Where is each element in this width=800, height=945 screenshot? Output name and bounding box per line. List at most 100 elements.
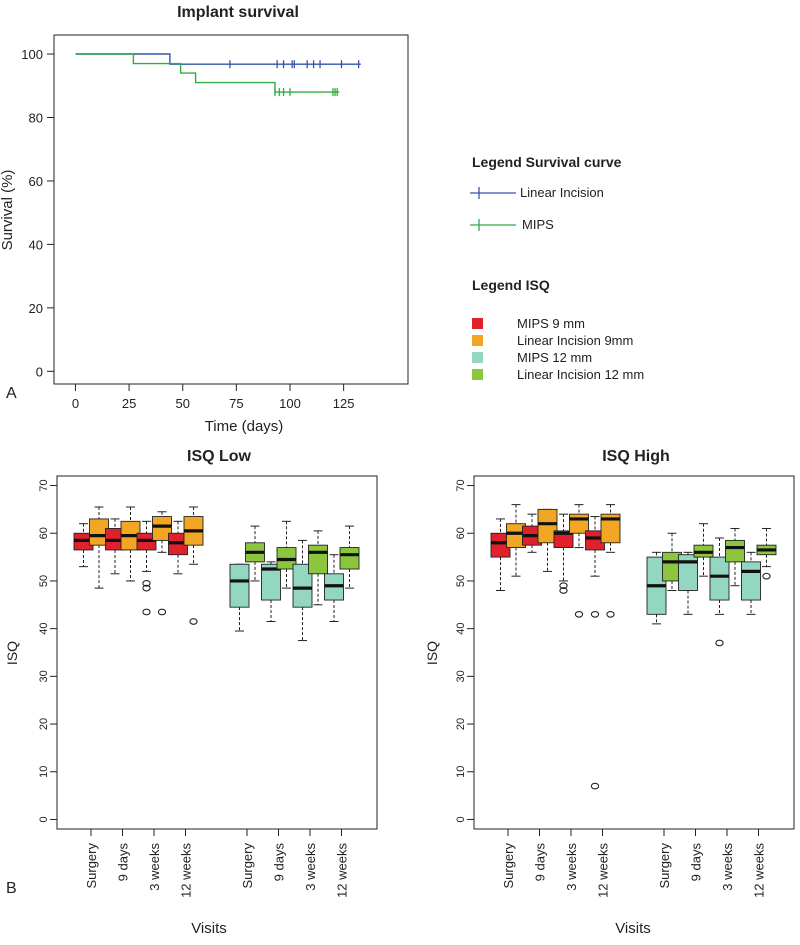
legend-isq-title: Legend ISQ xyxy=(472,277,550,293)
box-body xyxy=(709,556,730,601)
isq-high-y-tick-label: 60 xyxy=(455,527,467,539)
isq-low-x-tick-label: 12 weeks xyxy=(335,843,350,898)
isq-low-box-mips12 xyxy=(324,554,344,622)
legend-mips12-label: MIPS 12 mm xyxy=(517,350,592,365)
isq-low-box-lin12 xyxy=(308,530,328,606)
legend-lin12-swatch xyxy=(472,369,483,380)
legend-mips12-swatch xyxy=(472,352,483,363)
isq-low-y-tick-label: 0 xyxy=(38,816,50,822)
isq-low-box-mips12 xyxy=(261,561,281,622)
isq-low-box-lin9 xyxy=(152,511,172,616)
isq-high-box-mips12 xyxy=(646,551,667,625)
isq-high-y-tick-label: 40 xyxy=(455,623,467,635)
isq-high-x-label: Visits xyxy=(615,920,651,937)
isq-high-y-tick-label: 30 xyxy=(455,670,467,682)
legend-lin9-swatch xyxy=(472,335,483,346)
isq-low-box-lin12 xyxy=(339,525,360,589)
isq-high-box-lin9 xyxy=(600,504,621,618)
panel-label-b: B xyxy=(6,880,17,897)
survival-x-tick-label: 75 xyxy=(229,396,243,411)
isq-low-y-tick-label: 70 xyxy=(38,479,50,491)
box-body xyxy=(339,547,360,570)
isq-low-box-lin12 xyxy=(276,520,297,589)
isq-high-x-tick-label: Surgery xyxy=(501,843,516,889)
box-outlier xyxy=(762,572,771,580)
survival-x-tick-label: 50 xyxy=(175,396,189,411)
isq-low-y-tick-label: 60 xyxy=(38,527,50,539)
legend-mips-label: MIPS xyxy=(522,217,554,232)
box-body xyxy=(741,561,761,601)
box-body xyxy=(308,544,328,575)
isq-low-y-tick-label: 40 xyxy=(38,623,50,635)
box-outlier xyxy=(559,582,568,590)
isq-low-boxes xyxy=(73,506,360,642)
isq-low-x-tick-label: Surgery xyxy=(240,843,255,889)
box-body xyxy=(152,516,172,541)
isq-high-title: ISQ High xyxy=(602,448,670,465)
isq-high-x-tick-label: 3 weeks xyxy=(720,843,735,891)
survival-title: Implant survival xyxy=(177,4,299,21)
legend-isq: Legend ISQ MIPS 9 mm Linear Incision 9mm… xyxy=(472,277,644,382)
survival-y-tick-label: 60 xyxy=(29,174,43,189)
isq-low-y-tick-label: 30 xyxy=(38,670,50,682)
isq-high-box-lin12 xyxy=(756,527,777,580)
survival-y-axis: 0 20 40 60 80 100 xyxy=(21,47,54,379)
isq-high-y-tick-label: 50 xyxy=(455,575,467,587)
legend-lin9-label: Linear Incision 9mm xyxy=(517,333,633,348)
box-body xyxy=(292,563,313,608)
isq-high-x-tick-label: 9 days xyxy=(689,843,704,882)
box-outlier xyxy=(189,618,198,625)
isq-low-x-label: Visits xyxy=(191,920,227,937)
isq-low-frame xyxy=(56,475,378,830)
mips-survival-line xyxy=(75,53,340,93)
survival-x-tick-label: 125 xyxy=(333,396,355,411)
isq-low-y-tick-label: 20 xyxy=(38,718,50,730)
isq-high-boxes xyxy=(490,504,777,790)
survival-x-tick-label: 25 xyxy=(122,396,136,411)
isq-high-y-tick-label: 10 xyxy=(455,766,467,778)
box-outlier xyxy=(590,782,600,790)
legend-survival: Legend Survival curve Linear Incision MI… xyxy=(470,154,622,232)
survival-panel: Implant survival 0 20 40 60 80 100 0 25 50 75 100… xyxy=(0,4,409,435)
survival-y-tick-label: 0 xyxy=(36,364,43,379)
isq-high-box-lin12 xyxy=(725,527,745,587)
survival-y-tick-label: 100 xyxy=(21,47,43,62)
isq-high-y-tick-label: 20 xyxy=(455,718,467,730)
box-body xyxy=(678,554,698,591)
isq-high-x-tick-label: Surgery xyxy=(657,843,672,889)
box-body xyxy=(600,513,621,544)
box-body xyxy=(569,513,589,534)
box-body xyxy=(553,530,574,549)
box-outlier xyxy=(715,639,724,647)
isq-low-box-lin12 xyxy=(245,525,265,582)
isq-high-x-tick-label: 9 days xyxy=(533,843,548,882)
box-body xyxy=(261,563,281,601)
panel-label-a: A xyxy=(6,385,17,402)
box-outlier xyxy=(590,610,600,618)
isq-high-y-tick-label: 70 xyxy=(455,479,467,491)
box-outlier xyxy=(142,608,151,616)
legend-linear-label: Linear Incision xyxy=(520,185,604,200)
isq-high-panel: ISQ High 0 10 20 30 40 50 60 70 Surgery 9 days 3 w… xyxy=(424,448,795,937)
isq-high-box-lin9 xyxy=(537,508,558,572)
isq-high-box-mips12 xyxy=(741,551,761,615)
isq-low-x-tick-label: 3 weeks xyxy=(147,843,162,891)
isq-high-box-mips12 xyxy=(678,551,698,615)
box-body xyxy=(229,563,250,608)
isq-high-y-tick-label: 0 xyxy=(455,816,467,822)
isq-high-box-lin9 xyxy=(569,504,589,618)
isq-low-box-mips12 xyxy=(229,563,250,632)
isq-high-box-mips12 xyxy=(709,537,730,647)
survival-y-label: Survival (%) xyxy=(0,170,16,251)
isq-low-y-tick-label: 50 xyxy=(38,575,50,587)
box-outlier xyxy=(142,579,151,587)
survival-x-tick-label: 100 xyxy=(279,396,301,411)
isq-low-box-lin9 xyxy=(183,506,204,625)
box-outlier xyxy=(157,608,167,616)
legend-mips9-label: MIPS 9 mm xyxy=(517,316,585,331)
box-outlier xyxy=(574,610,584,618)
survival-y-tick-label: 20 xyxy=(29,301,43,316)
isq-low-box-lin9 xyxy=(89,506,109,589)
box-body xyxy=(725,539,745,563)
